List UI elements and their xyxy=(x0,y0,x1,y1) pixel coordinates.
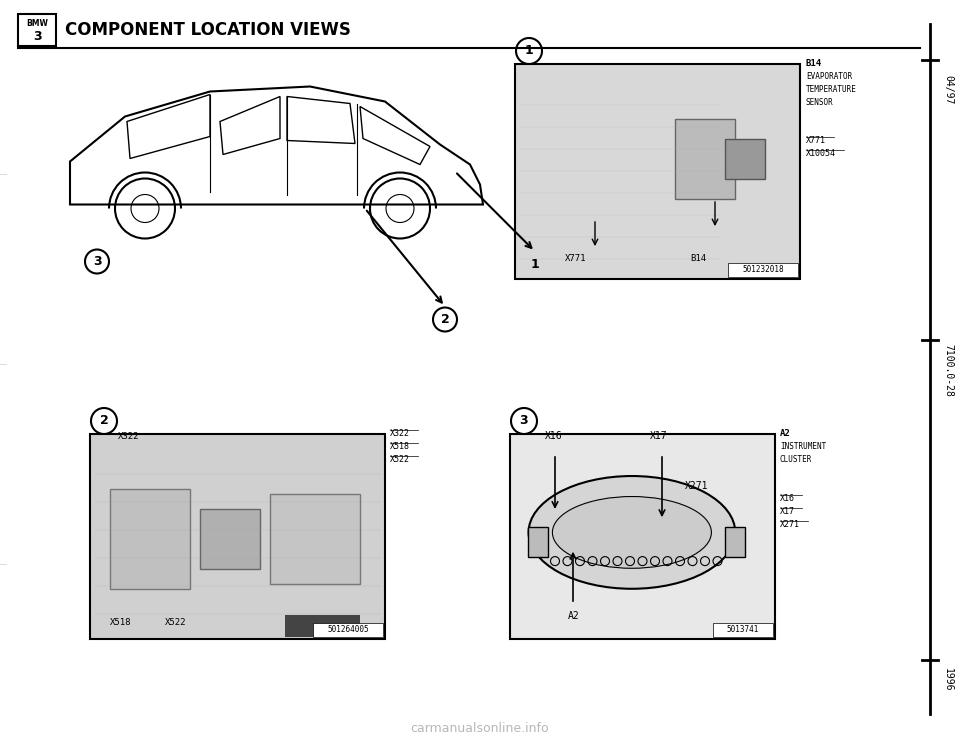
Bar xyxy=(200,509,260,569)
Text: COMPONENT LOCATION VIEWS: COMPONENT LOCATION VIEWS xyxy=(65,21,350,39)
Text: 5013741: 5013741 xyxy=(727,626,759,635)
Text: X771: X771 xyxy=(806,136,826,145)
Text: X17: X17 xyxy=(780,507,795,516)
Text: 3: 3 xyxy=(93,255,102,268)
Bar xyxy=(725,139,765,179)
Text: X771: X771 xyxy=(565,254,587,263)
Text: SENSOR: SENSOR xyxy=(806,98,833,107)
Bar xyxy=(18,14,56,46)
Bar xyxy=(285,615,360,637)
Text: X271: X271 xyxy=(685,481,708,491)
Text: X518: X518 xyxy=(390,442,410,451)
Bar xyxy=(675,119,735,199)
Text: 2: 2 xyxy=(441,313,449,326)
Bar xyxy=(713,623,773,637)
Circle shape xyxy=(91,408,117,434)
Text: 7100.0-28: 7100.0-28 xyxy=(943,344,953,397)
Text: 1996: 1996 xyxy=(943,668,953,692)
Text: 3: 3 xyxy=(519,414,528,428)
Bar xyxy=(110,489,190,589)
Text: X522: X522 xyxy=(390,455,410,464)
Text: INSTRUMENT: INSTRUMENT xyxy=(780,442,827,451)
Text: EVAPORATOR: EVAPORATOR xyxy=(806,72,852,81)
Text: BMW: BMW xyxy=(26,19,48,28)
Bar xyxy=(725,527,745,557)
Text: X16: X16 xyxy=(780,494,795,503)
Text: A2: A2 xyxy=(568,611,580,621)
Text: B14: B14 xyxy=(690,254,707,263)
Text: X518: X518 xyxy=(110,618,132,627)
Text: carmanualsonline.info: carmanualsonline.info xyxy=(411,722,549,736)
Text: 2: 2 xyxy=(100,414,108,428)
Text: CLUSTER: CLUSTER xyxy=(780,455,812,464)
Text: B14: B14 xyxy=(806,59,822,68)
Bar xyxy=(728,263,798,277)
Text: A2: A2 xyxy=(780,429,791,438)
Text: TEMPERATURE: TEMPERATURE xyxy=(806,85,857,94)
Circle shape xyxy=(516,38,542,64)
Ellipse shape xyxy=(529,476,735,589)
Text: 501264005: 501264005 xyxy=(327,626,369,635)
Text: 04/97: 04/97 xyxy=(943,75,953,105)
Ellipse shape xyxy=(552,496,711,568)
Text: X322: X322 xyxy=(390,429,410,438)
Bar xyxy=(90,434,385,639)
Text: X10054: X10054 xyxy=(806,149,836,158)
Circle shape xyxy=(511,408,537,434)
Bar xyxy=(515,64,800,279)
Text: X322: X322 xyxy=(118,432,139,441)
Bar xyxy=(313,623,383,637)
Bar xyxy=(270,494,360,584)
Text: 1: 1 xyxy=(531,258,540,271)
Text: 1: 1 xyxy=(524,45,534,57)
Text: X16: X16 xyxy=(545,431,563,441)
Text: 501232018: 501232018 xyxy=(742,266,783,275)
Text: X522: X522 xyxy=(165,618,186,627)
Text: X17: X17 xyxy=(650,431,667,441)
Bar xyxy=(528,527,548,557)
Text: X271: X271 xyxy=(780,520,800,529)
Bar xyxy=(510,434,775,639)
Text: 3: 3 xyxy=(33,31,41,43)
